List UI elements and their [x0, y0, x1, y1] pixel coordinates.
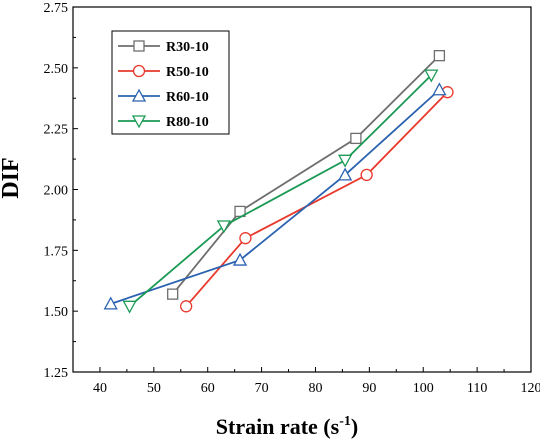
y-tick-label: 1.25 — [44, 366, 69, 381]
legend-label: R80-10 — [166, 115, 209, 130]
x-axis-title: Strain rate (s-1) — [216, 414, 358, 439]
data-point — [239, 232, 252, 245]
data-point — [103, 296, 118, 310]
series-R80-10 — [122, 69, 439, 314]
series-line — [110, 89, 441, 305]
data-point — [180, 300, 193, 313]
x-tick-label: 50 — [147, 381, 161, 396]
legend-swatch-marker — [131, 88, 147, 102]
y-tick-label: 2.75 — [44, 1, 69, 16]
data-point — [433, 50, 446, 62]
x-tick-label: 40 — [93, 381, 107, 396]
data-point — [338, 154, 353, 168]
data-point — [167, 288, 179, 300]
x-tick-label: 120 — [521, 381, 540, 396]
data-point — [338, 167, 353, 181]
x-tick-label: 80 — [308, 381, 322, 396]
y-tick-label: 1.75 — [44, 244, 69, 259]
series-line — [171, 55, 441, 295]
legend-swatch-marker — [133, 40, 145, 52]
y-axis-title: DIF — [0, 157, 24, 198]
x-tick-label: 110 — [467, 381, 487, 396]
legend-label: R60-10 — [166, 90, 209, 105]
x-tick-label: 100 — [413, 381, 434, 396]
legend-box — [111, 30, 230, 135]
data-point — [350, 132, 362, 145]
series-layer — [103, 50, 454, 314]
y-axis-ticks: 1.25 1.50 1.75 2.00 2.25 2.50 2.75 — [44, 1, 78, 381]
y-tick-label: 2.00 — [44, 184, 69, 199]
data-point — [122, 300, 137, 314]
x-axis-ticks: 40 50 60 70 80 90 100 110 120 — [93, 367, 540, 396]
x-tick-label: 70 — [255, 381, 269, 396]
legend-label: R50-10 — [166, 65, 209, 80]
legend-swatch-marker — [132, 64, 146, 78]
x-tick-label: 90 — [362, 381, 376, 396]
series-R30-10 — [167, 50, 446, 300]
y-tick-label: 1.50 — [44, 305, 69, 320]
data-point — [432, 82, 447, 96]
data-point — [232, 252, 248, 266]
legend-label: R30-10 — [166, 40, 209, 55]
legend: R30-10 R50-10 R60-10 R80-10 — [111, 30, 230, 135]
y-tick-label: 2.25 — [44, 123, 69, 138]
data-point — [216, 220, 231, 234]
legend-swatch-marker — [131, 115, 147, 129]
data-point — [424, 69, 439, 83]
data-point — [360, 168, 373, 182]
series-line — [128, 74, 432, 307]
x-tick-label: 60 — [201, 381, 215, 396]
y-tick-label: 2.50 — [44, 62, 69, 77]
series-R60-10 — [103, 82, 447, 310]
